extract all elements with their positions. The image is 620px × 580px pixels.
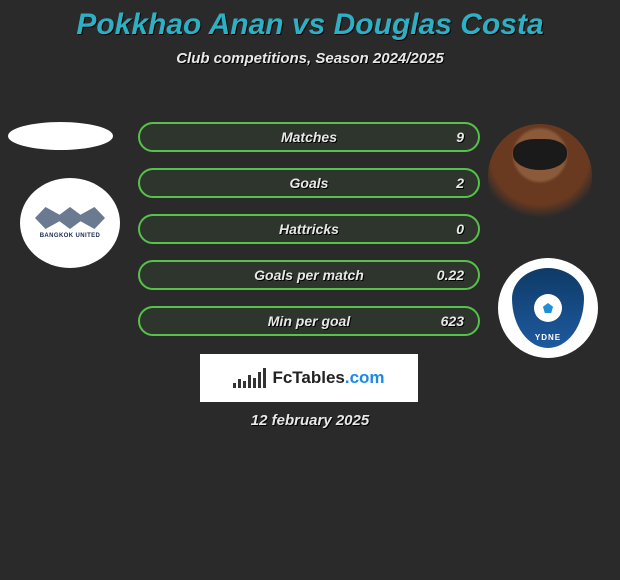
brand-name: FcTables (272, 368, 344, 387)
stat-row: Goals 2 (138, 168, 480, 198)
bar-icon (233, 383, 236, 388)
subtitle: Club competitions, Season 2024/2025 (0, 50, 620, 67)
brand-text: FcTables.com (272, 368, 384, 388)
stat-value: 2 (456, 175, 464, 191)
stat-value: 0 (456, 221, 464, 237)
date-text: 12 february 2025 (0, 412, 620, 429)
player2-photo (488, 124, 592, 228)
stat-label: Matches (281, 129, 337, 145)
brand-tld: .com (345, 368, 385, 387)
page-title: Pokkhao Anan vs Douglas Costa (0, 0, 620, 42)
stat-label: Hattricks (279, 221, 339, 237)
stat-label: Min per goal (268, 313, 350, 329)
stat-label: Goals (290, 175, 329, 191)
bar-icon (253, 378, 256, 388)
bar-icon (238, 379, 241, 388)
ball-icon (534, 294, 562, 322)
player1-club-logo: BANGKOK UNITED (20, 178, 120, 268)
player2-club-logo: YDNE (498, 258, 598, 358)
bars-icon (233, 368, 266, 388)
bar-icon (263, 368, 266, 388)
bar-icon (258, 372, 261, 388)
stat-row: Min per goal 623 (138, 306, 480, 336)
stat-value: 0.22 (437, 267, 464, 283)
brand-badge: FcTables.com (200, 354, 418, 402)
stat-row: Hattricks 0 (138, 214, 480, 244)
player1-photo (8, 122, 113, 150)
stats-table: Matches 9 Goals 2 Hattricks 0 Goals per match 0… (138, 122, 480, 352)
stat-label: Goals per match (254, 267, 364, 283)
stat-value: 623 (441, 313, 464, 329)
stat-row: Goals per match 0.22 (138, 260, 480, 290)
shield-icon: YDNE (512, 268, 584, 348)
player1-club-text: BANGKOK UNITED (40, 233, 101, 239)
bar-icon (243, 381, 246, 388)
player2-club-text: YDNE (535, 333, 561, 342)
stat-row: Matches 9 (138, 122, 480, 152)
bar-icon (248, 375, 251, 388)
stat-value: 9 (456, 129, 464, 145)
wings-icon (35, 207, 105, 229)
